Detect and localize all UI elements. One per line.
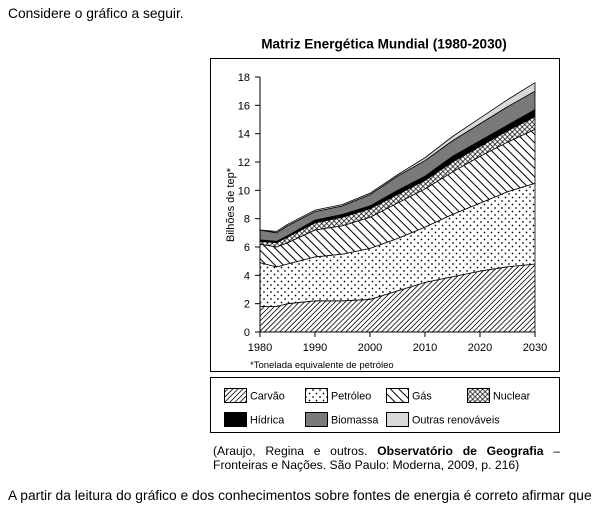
legend-label-nuclear: Nuclear bbox=[493, 391, 531, 403]
x-tick-label: 2030 bbox=[523, 342, 547, 354]
legend-swatch-petroleo bbox=[305, 388, 328, 403]
question-intro: Considere o gráfico a seguir. bbox=[8, 6, 184, 21]
legend-label-petroleo: Petróleo bbox=[331, 391, 371, 403]
chart-footnote: *Tonelada equivalente de petróleo bbox=[250, 360, 394, 371]
source-citation: (Araujo, Regina e outros. Observatório d… bbox=[213, 444, 560, 472]
legend-frame bbox=[210, 377, 560, 433]
legend-item-nuclear: Nuclear bbox=[467, 388, 531, 403]
y-tick-label: 14 bbox=[238, 129, 250, 141]
legend-label-gas: Gás bbox=[412, 391, 432, 403]
chart-title: Matriz Energética Mundial (1980-2030) bbox=[261, 37, 507, 52]
legend-item-petroleo: Petróleo bbox=[305, 388, 371, 403]
y-tick-label: 16 bbox=[238, 100, 250, 112]
x-tick-label: 2020 bbox=[468, 342, 492, 354]
source-publication-details: Fronteiras e Nações. São Paulo: Moderna,… bbox=[213, 458, 520, 472]
axes bbox=[259, 77, 535, 333]
source-book-title: Observatório de Geografia bbox=[377, 444, 544, 458]
x-tick-label: 1990 bbox=[303, 342, 327, 354]
y-tick-label: 2 bbox=[244, 299, 250, 311]
x-ticks: 1980 1990 2000 2010 2020 2030 bbox=[248, 332, 547, 354]
legend-label-carvao: Carvão bbox=[250, 391, 285, 403]
legend-item-biomassa: Biomassa bbox=[305, 412, 378, 427]
y-tick-label: 10 bbox=[238, 185, 250, 197]
x-tick-label: 2000 bbox=[358, 342, 382, 354]
y-ticks: 0 2 4 6 8 10 12 14 16 18 bbox=[238, 72, 260, 339]
y-tick-label: 12 bbox=[238, 157, 250, 169]
y-tick-label: 4 bbox=[244, 270, 250, 282]
y-tick-label: 6 bbox=[244, 242, 250, 254]
legend-swatch-gas bbox=[386, 388, 409, 403]
legend-label-biomassa: Biomassa bbox=[331, 415, 378, 427]
x-tick-label: 2010 bbox=[413, 342, 437, 354]
y-axis-label: Bilhões de tep* bbox=[225, 167, 237, 242]
legend-swatch-biomassa bbox=[305, 412, 328, 427]
stacked-areas bbox=[259, 82, 536, 333]
area-outras-renovaveis bbox=[259, 82, 536, 234]
source-dash: – bbox=[553, 444, 560, 458]
legend-swatch-carvao bbox=[224, 388, 247, 403]
legend-swatch-nuclear bbox=[467, 388, 490, 403]
legend-item-hidrica: Hídrica bbox=[224, 412, 284, 427]
legend-swatch-outras-renovaveis bbox=[386, 412, 409, 427]
legend-label-hidrica: Hídrica bbox=[250, 415, 284, 427]
legend-swatch-hidrica bbox=[224, 412, 247, 427]
legend-item-gas: Gás bbox=[386, 388, 432, 403]
question-prompt: A partir da leitura do gráfico e dos con… bbox=[8, 488, 592, 503]
source-citation-line-1: (Araujo, Regina e outros. Observatório d… bbox=[213, 444, 560, 458]
legend-item-outras-renovaveis: Outras renováveis bbox=[386, 412, 500, 427]
y-tick-label: 8 bbox=[244, 214, 250, 226]
legend-item-carvao: Carvão bbox=[224, 388, 285, 403]
y-tick-label: 18 bbox=[238, 72, 250, 84]
x-tick-label: 1980 bbox=[248, 342, 272, 354]
source-authors: (Araujo, Regina e outros. bbox=[213, 444, 368, 458]
y-tick-label: 0 bbox=[244, 327, 250, 339]
legend-label-outras-renovaveis: Outras renováveis bbox=[412, 415, 500, 427]
legend: Carvão Petróleo Gás Nuclear Hídrica Biom… bbox=[224, 388, 531, 427]
